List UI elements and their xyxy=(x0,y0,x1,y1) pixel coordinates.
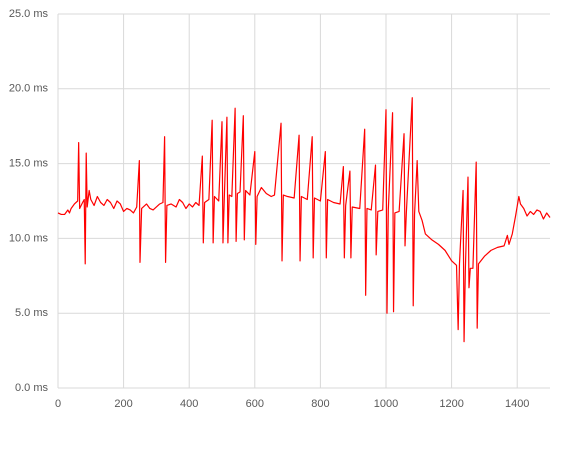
y-tick-label: 10.0 ms xyxy=(9,232,49,244)
x-tick-label: 600 xyxy=(246,398,264,410)
y-tick-label: 15.0 ms xyxy=(9,158,49,170)
x-tick-label: 1200 xyxy=(439,398,463,410)
x-tick-label: 1400 xyxy=(505,398,529,410)
y-tick-label: 25.0 ms xyxy=(9,8,49,20)
y-tick-label: 20.0 ms xyxy=(9,83,49,95)
x-tick-label: 200 xyxy=(114,398,132,410)
x-tick-label: 1000 xyxy=(374,398,398,410)
y-tick-label: 5.0 ms xyxy=(15,307,49,319)
x-tick-label: 800 xyxy=(311,398,329,410)
x-tick-label: 400 xyxy=(180,398,198,410)
y-tick-label: 0.0 ms xyxy=(15,382,49,394)
x-tick-label: 0 xyxy=(55,398,61,410)
data-line xyxy=(57,97,551,343)
